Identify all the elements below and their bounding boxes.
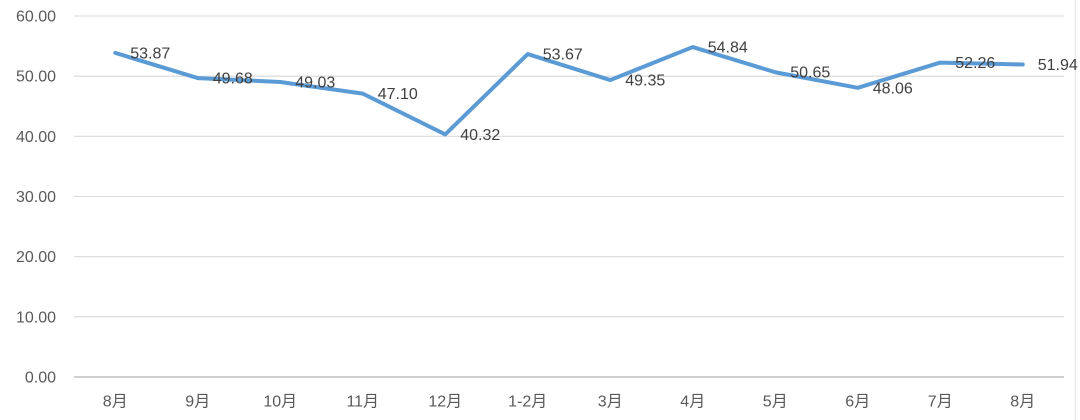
data-label: 49.35 [625, 73, 665, 90]
x-axis-label: 10月 [263, 393, 297, 410]
y-axis-tick-label: 60.00 [16, 8, 56, 25]
data-label: 49.03 [295, 74, 335, 91]
y-axis-tick-label: 40.00 [16, 129, 56, 146]
y-axis-tick-label: 50.00 [16, 69, 56, 86]
data-label: 51.94 [1038, 57, 1078, 74]
y-axis-tick-label: 20.00 [16, 249, 56, 266]
x-axis-label: 8月 [1010, 393, 1035, 410]
data-label: 47.10 [378, 86, 418, 103]
x-axis-label: 11月 [346, 393, 379, 410]
data-label: 49.68 [213, 71, 253, 88]
x-axis-label: 8月 [103, 393, 128, 410]
data-label: 52.26 [955, 55, 995, 72]
y-axis-tick-label: 30.00 [16, 189, 56, 206]
y-axis-tick-label: 0.00 [25, 369, 56, 386]
x-axis-label: 12月 [428, 393, 462, 410]
data-label: 40.32 [460, 127, 500, 144]
x-axis-label: 6月 [845, 393, 870, 410]
data-label: 54.84 [708, 39, 748, 56]
x-axis-label: 1-2月 [508, 393, 547, 410]
data-label: 53.67 [543, 47, 583, 64]
x-axis-label: 5月 [763, 393, 788, 410]
data-label: 50.65 [790, 65, 830, 82]
y-axis-tick-label: 10.00 [16, 309, 56, 326]
x-axis-label: 9月 [185, 393, 210, 410]
series-line [113, 45, 1025, 137]
data-label: 53.87 [130, 45, 170, 62]
x-axis-label: 7月 [928, 393, 953, 410]
data-label: 48.06 [873, 80, 913, 97]
x-axis-label: 4月 [680, 393, 705, 410]
x-axis-label: 3月 [598, 393, 623, 410]
